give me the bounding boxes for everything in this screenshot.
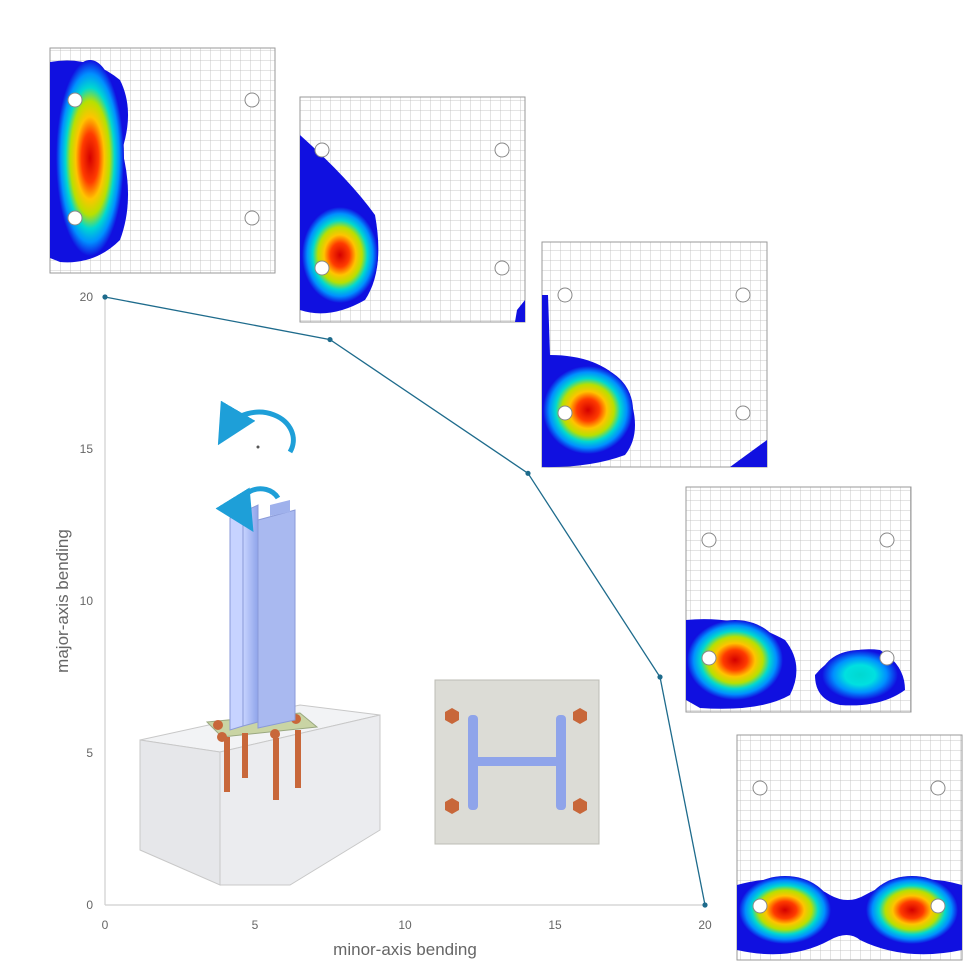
y-tick-label: 5 — [86, 746, 93, 760]
data-points — [102, 294, 708, 908]
axes — [104, 297, 705, 906]
y-tick-label: 0 — [86, 898, 93, 912]
fe-panel-5 — [736, 734, 963, 961]
fe-panel-1 — [49, 47, 276, 274]
data-point — [702, 902, 708, 908]
data-point — [327, 336, 333, 343]
fe-panel-4 — [685, 486, 912, 713]
y-tick-labels: 0 5 10 15 20 — [80, 290, 94, 912]
x-tick-labels: 0 5 10 15 20 — [102, 918, 712, 932]
baseplate-plan-illustration — [434, 679, 600, 845]
x-tick-label: 20 — [698, 918, 712, 932]
x-tick-label: 5 — [252, 918, 259, 932]
fe-panel-3 — [541, 241, 768, 468]
data-point — [657, 674, 663, 680]
x-tick-label: 0 — [102, 918, 109, 932]
x-tick-label: 15 — [548, 918, 562, 932]
y-tick-label: 10 — [80, 594, 94, 608]
y-axis-label: major-axis bending — [53, 529, 72, 673]
x-tick-label: 10 — [398, 918, 412, 932]
fe-panel-2 — [299, 96, 526, 323]
y-tick-label: 20 — [80, 290, 94, 304]
data-point — [525, 470, 531, 476]
x-axis-label: minor-axis bending — [333, 940, 477, 959]
column-base-illustration — [139, 400, 381, 886]
y-tick-label: 15 — [80, 442, 94, 456]
data-point — [102, 294, 108, 300]
